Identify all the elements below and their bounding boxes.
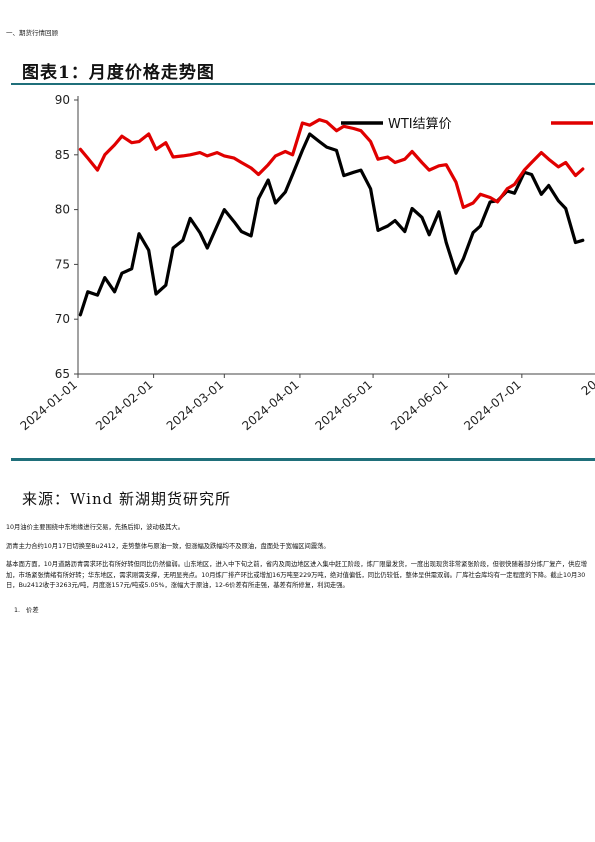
paragraph-oil: 10月油价主要围绕中东地缘进行交易，先扬后抑，波动极其大。: [6, 524, 185, 531]
x-axis-ticks: 2024-01-01 2024-02-01 2024-03-01 2024-04-01…: [17, 374, 595, 433]
list-item-spread: 1. 价差: [14, 605, 39, 614]
paragraph-fundamentals: 基本面方面，10月道路沥青需求环比有所好转但同比仍然偏弱。山东地区，进入中下旬之…: [6, 561, 588, 589]
y-tick-label: 85: [55, 148, 70, 162]
x-tick-label: 2024-01-01: [17, 378, 79, 434]
figure-source: 来源：Wind 新湖期货研究所: [22, 490, 231, 508]
x-tick-label: 2024-02-01: [93, 378, 155, 434]
chart-top-rule: [11, 83, 595, 85]
series-line: [78, 118, 585, 210]
y-tick-label: 70: [55, 312, 70, 326]
list-item-label: 价差: [26, 607, 39, 614]
legend-label: WTI结算价: [388, 117, 452, 132]
section-heading: 一、期货行情回顾: [6, 29, 58, 37]
x-tick-label: 2024-04-01: [239, 378, 301, 434]
x-tick-label: 2024-07-01: [461, 378, 523, 434]
list-item-number: 1.: [14, 607, 21, 614]
y-tick-label: 65: [55, 367, 70, 381]
y-tick-label: 80: [55, 203, 70, 217]
y-tick-label: 75: [55, 257, 70, 271]
x-tick-label: 2024-05-01: [313, 378, 375, 434]
chart-bottom-rule: [11, 458, 595, 461]
series-line: [78, 132, 585, 317]
y-tick-label: 90: [55, 93, 70, 107]
figure-title: 图表1：月度价格走势图: [22, 63, 215, 83]
x-tick-label: 2024-03-01: [164, 378, 226, 434]
x-tick-label: 20: [579, 378, 595, 399]
chart-legend: WTI结算价沥: [341, 117, 593, 132]
chart-lines: [78, 118, 585, 317]
chart-svg: 65 70 75 80 85 90 2024-01-01 2024-02-01 2024-03…: [17, 93, 595, 433]
y-axis-ticks: 65 70 75 80 85 90: [55, 93, 78, 381]
price-trend-chart: 65 70 75 80 85 90 2024-01-01 2024-02-01 2024-03…: [11, 84, 595, 462]
chart-axes: [77, 96, 595, 375]
paragraph-asphalt-contract: 沥青主力合约10月17日切换至Bu2412，走势整体与原油一致，但涨幅及跌幅均不…: [6, 543, 330, 550]
x-tick-label: 2024-06-01: [388, 378, 450, 434]
